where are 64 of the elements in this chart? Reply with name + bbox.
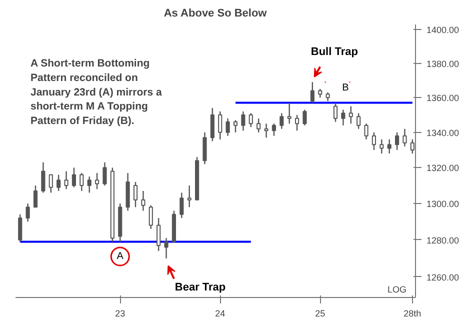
annotation: Bull Trap [310,46,358,58]
y-tick-label: 1340.00 [426,128,460,138]
candlestick [164,238,168,259]
x-tick-label: 24 [215,308,226,318]
candlestick [202,132,207,165]
candlestick [364,123,368,140]
x-tick-label: 23 [115,308,126,318]
candlestick [72,167,76,188]
candlestick [233,120,238,133]
candlestick [64,170,68,190]
annotation: B [342,82,350,94]
candlestick [310,82,314,104]
candlestick [210,107,214,142]
candlestick [256,118,261,133]
candlestick [333,102,338,122]
annotation: A [116,251,124,262]
candlestick [141,190,146,212]
candlestick [218,110,222,140]
candlestick [56,174,61,192]
candlestick [33,184,38,208]
chart-title: As Above So Below [164,8,268,20]
y-tick-label: 1400.00 [426,25,460,36]
y-tick-label: 1300.00 [426,199,460,210]
candlestick [356,112,361,130]
candlestick [148,204,153,230]
y-tick-label: 1320.00 [426,163,460,174]
annotation: LOG [387,284,407,294]
x-tick-label: 28th [404,308,422,318]
candlestick [264,123,268,138]
annotation: Bear Trap [174,281,226,294]
candlestick [241,110,246,132]
y-tick-label: 1260.00 [426,272,460,282]
candlestick [18,214,22,242]
candlestick [80,172,84,192]
candlestick [387,138,392,154]
candlestick [187,184,192,208]
candlestick [226,118,230,136]
annotation: A Short-term Bottoming Pattern reconciled on January 23rd (A) mirrors a short-term M A Topping Pattern of Friday (B). [30,58,162,128]
candlestick [410,138,414,154]
candlestick [280,112,284,130]
candlestick [295,114,300,132]
candlestick [48,174,53,194]
y-tick-label: 1380.00 [426,58,460,69]
candlestick [41,162,46,194]
candlestick [341,109,346,126]
candlestick [95,172,100,190]
candlestick [26,202,30,222]
candlestick [272,123,276,136]
candlestick [287,102,292,124]
candlestick [402,128,407,148]
y-tick-label: 1360.00 [426,93,460,104]
candlestick [248,112,253,128]
candlestick [302,109,307,126]
candlestick [380,138,384,154]
y-tick-label: 1280.00 [426,235,460,246]
candlestick [180,192,184,219]
candlestick [133,181,138,208]
x-tick-label: 25 [315,308,326,318]
candlestick [372,132,376,151]
candlestick [156,217,161,252]
candlestick [395,132,400,151]
candlestick [102,162,107,186]
candlestick [348,106,353,124]
candlestick [87,176,92,194]
